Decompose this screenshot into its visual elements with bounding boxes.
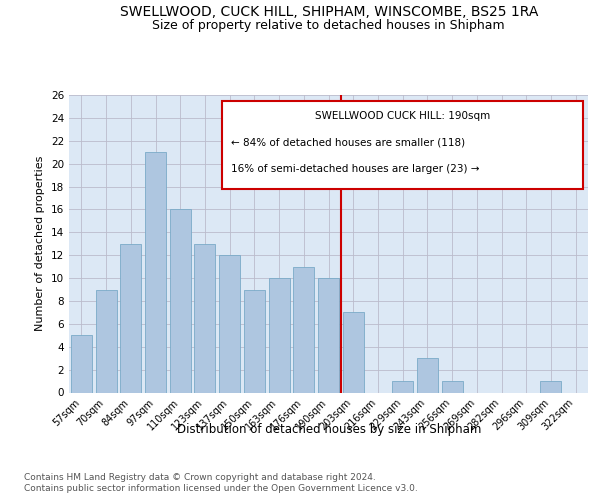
Bar <box>343 312 364 392</box>
Y-axis label: Number of detached properties: Number of detached properties <box>35 156 46 332</box>
Bar <box>219 255 240 392</box>
Bar <box>417 358 438 392</box>
Bar <box>442 381 463 392</box>
FancyBboxPatch shape <box>222 101 583 188</box>
Text: SWELLWOOD CUCK HILL: 190sqm: SWELLWOOD CUCK HILL: 190sqm <box>315 112 490 122</box>
Bar <box>269 278 290 392</box>
Bar <box>71 336 92 392</box>
Bar <box>392 381 413 392</box>
Bar <box>95 290 116 393</box>
Text: 16% of semi-detached houses are larger (23) →: 16% of semi-detached houses are larger (… <box>232 164 480 173</box>
Bar <box>145 152 166 392</box>
Text: Contains public sector information licensed under the Open Government Licence v3: Contains public sector information licen… <box>24 484 418 493</box>
Bar <box>318 278 339 392</box>
Text: ← 84% of detached houses are smaller (118): ← 84% of detached houses are smaller (11… <box>232 138 466 147</box>
Bar <box>194 244 215 392</box>
Bar <box>244 290 265 393</box>
Bar <box>120 244 141 392</box>
Text: SWELLWOOD, CUCK HILL, SHIPHAM, WINSCOMBE, BS25 1RA: SWELLWOOD, CUCK HILL, SHIPHAM, WINSCOMBE… <box>119 5 538 19</box>
Text: Distribution of detached houses by size in Shipham: Distribution of detached houses by size … <box>176 422 481 436</box>
Bar <box>170 210 191 392</box>
Text: Size of property relative to detached houses in Shipham: Size of property relative to detached ho… <box>152 18 505 32</box>
Text: Contains HM Land Registry data © Crown copyright and database right 2024.: Contains HM Land Registry data © Crown c… <box>24 472 376 482</box>
Bar <box>293 266 314 392</box>
Bar <box>541 381 562 392</box>
